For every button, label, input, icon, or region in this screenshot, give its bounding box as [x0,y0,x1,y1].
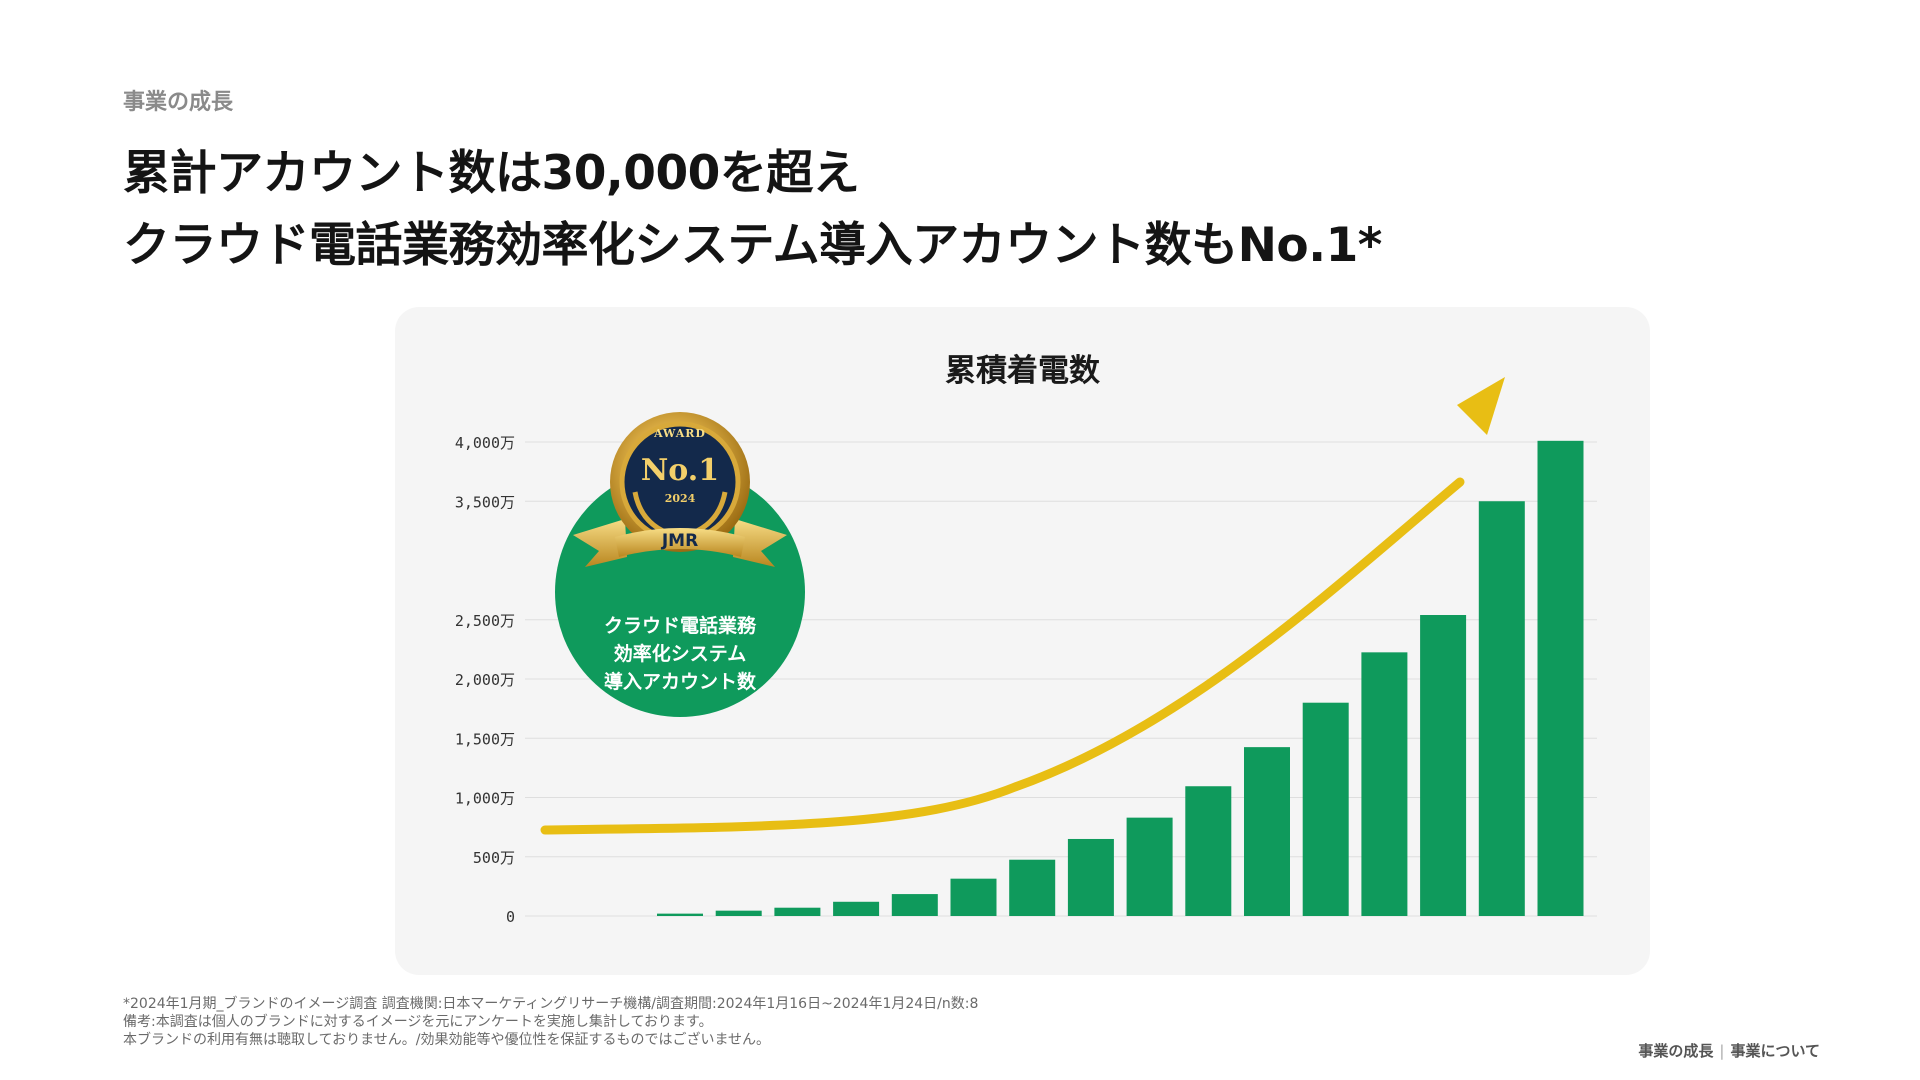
bar [657,913,703,916]
bar [1067,838,1114,916]
footer-crumb-growth[interactable]: 事業の成長 [1638,1042,1714,1060]
trend-arrow-line [540,477,1465,835]
award-badge: AWARD No.1 2024 JMR クラウド電話業務 効率化システム 導入ア… [555,407,805,717]
bar-chart: 0 500万 1,000万 1,500万 2,000万 2,500万 3,500万 4,000… [455,377,1597,926]
y-tick-label: 1,000万 [455,790,515,808]
badge-caption-line-1: クラウド電話業務 [603,615,756,637]
y-tick-label: 3,500万 [455,493,515,511]
page-headline: 累計アカウント数は30,000を超え クラウド電話業務効率化システム導入アカウン… [123,138,1382,282]
y-tick-label: 2,500万 [455,612,515,630]
section-label: 事業の成長 [123,90,234,115]
bar [891,894,938,916]
y-tick-label: 0 [506,908,515,926]
footer-separator: | [1719,1042,1725,1060]
y-tick-label: 4,000万 [455,434,515,452]
bar [1009,859,1056,916]
badge-award-label: AWARD [654,427,706,440]
page-footer: 事業の成長 | 事業について [1638,1040,1820,1061]
footnotes: *2024年1月期_ブランドのイメージ調査 調査機関:日本マーケティングリサーチ… [123,995,978,1049]
badge-caption: クラウド電話業務 効率化システム 導入アカウント数 [555,612,805,696]
bar [1185,786,1232,916]
bar [1478,501,1525,916]
bar [1302,702,1349,916]
bar [1126,817,1173,916]
badge-org-logo: JMR [661,531,699,551]
bar [833,901,880,916]
bar [1420,615,1467,916]
y-tick-label: 1,500万 [455,730,515,748]
chart-panel: 0 500万 1,000万 1,500万 2,000万 2,500万 3,500万 4,000… [395,307,1650,975]
bar [1244,747,1290,916]
footnote-line-2: 備考:本調査は個人のブランドに対するイメージを元にアンケートを実施し集計しており… [123,1014,713,1030]
y-tick-label: 2,000万 [455,671,515,689]
badge-year: 2024 [664,492,696,505]
headline-line-1: 累計アカウント数は30,000を超え [123,146,860,201]
bar [1361,652,1408,916]
bar [715,910,762,916]
medal-icon [573,412,787,567]
footnote-line-3: 本ブランドの利用有無は聴取しておりません。/効果効能等や優位性を保証するものでは… [123,1032,771,1048]
trend-arrow-head [1457,377,1505,435]
chart-title: 累積着電数 [945,353,1100,389]
y-tick-label: 500万 [473,849,515,867]
footnote-line-1: *2024年1月期_ブランドのイメージ調査 調査機関:日本マーケティングリサーチ… [123,996,979,1012]
bar [774,907,821,916]
bar [950,878,997,916]
badge-caption-line-2: 効率化システム [613,643,747,665]
footer-crumb-about[interactable]: 事業について [1730,1042,1820,1060]
bar [1537,440,1584,916]
badge-caption-line-3: 導入アカウント数 [603,671,756,693]
badge-rank: No.1 [640,453,720,488]
headline-line-2: クラウド電話業務効率化システム導入アカウント数もNo.1* [123,218,1382,273]
